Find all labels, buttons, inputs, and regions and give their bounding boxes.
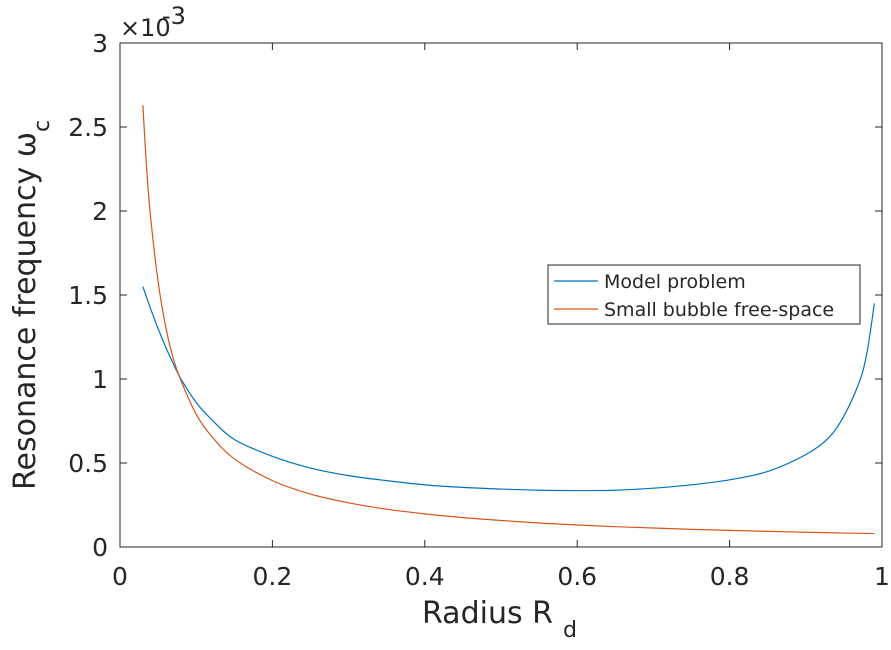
y-tick-label: 0.5 (68, 449, 108, 478)
y-axis-title-subscript: c (30, 120, 55, 132)
x-tick-label: 0.6 (557, 562, 597, 591)
y-tick-label: 3 (92, 29, 108, 58)
x-tick-label: 0 (112, 562, 128, 591)
x-tick-label: 0.4 (405, 562, 445, 591)
legend-label-model-problem: Model problem (604, 271, 746, 293)
y-tick-label: 1.5 (68, 281, 108, 310)
y-axis-title: Resonance frequency ω (8, 132, 43, 490)
x-tick-label: 0.2 (253, 562, 293, 591)
x-axis-title: Radius R (422, 596, 553, 631)
y-exponent-prefix: ×10 (120, 14, 171, 42)
legend: Model problem Small bubble free-space (547, 264, 861, 325)
x-axis-title-subscript: d (563, 618, 577, 643)
series-line-1 (142, 105, 875, 535)
x-tick-label: 1 (874, 562, 890, 591)
series-layer (142, 105, 875, 535)
x-tick-label: 0.8 (710, 562, 750, 591)
legend-label-small-bubble: Small bubble free-space (604, 299, 834, 321)
y-tick-label: 0 (92, 533, 108, 562)
y-tick-label: 1 (92, 365, 108, 394)
y-exponent-power: -3 (162, 2, 186, 30)
legend-box (547, 264, 861, 325)
y-tick-label: 2 (92, 197, 108, 226)
y-tick-label: 2.5 (68, 113, 108, 142)
